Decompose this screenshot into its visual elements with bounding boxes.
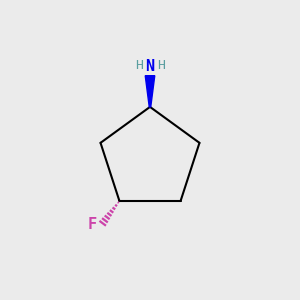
Text: N: N [146,59,154,74]
Polygon shape [145,76,155,107]
Text: H: H [135,59,143,72]
Text: H: H [157,59,165,72]
Text: F: F [88,217,97,232]
